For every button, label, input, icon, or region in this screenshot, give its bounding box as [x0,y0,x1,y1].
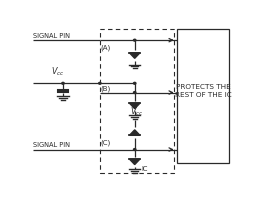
Text: PROTECTS THE
REST OF THE IC: PROTECTS THE REST OF THE IC [175,84,231,98]
Text: (C): (C) [101,140,111,146]
Text: (B): (B) [101,85,111,92]
Circle shape [133,92,136,93]
Circle shape [133,82,136,84]
Text: (A): (A) [101,44,111,51]
Polygon shape [130,53,140,58]
Polygon shape [130,159,140,165]
Polygon shape [130,130,140,135]
Text: SIGNAL PIN: SIGNAL PIN [33,33,70,39]
Text: IC: IC [142,166,148,172]
Bar [177,29,229,163]
Circle shape [133,149,136,150]
Text: SIGNAL PIN: SIGNAL PIN [33,142,70,148]
Circle shape [133,39,136,41]
Circle shape [99,82,101,84]
Bar [100,29,173,173]
Text: $V_{cc}$: $V_{cc}$ [130,105,143,118]
Circle shape [62,82,64,84]
Text: $V_{cc}$: $V_{cc}$ [51,65,65,78]
Polygon shape [130,103,140,109]
